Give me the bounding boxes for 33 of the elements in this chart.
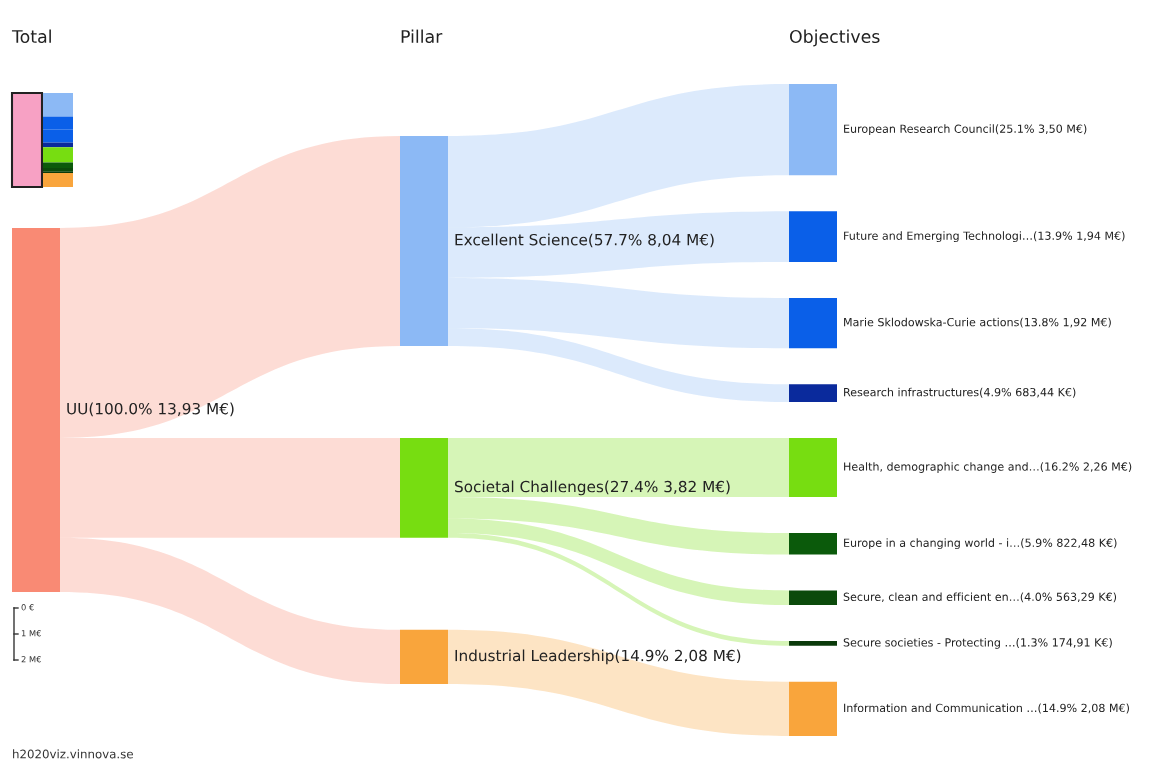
data-label: (4.9% 683,44 K€) [980, 387, 1076, 398]
data-label: (5.9% 822,48 K€) [1021, 538, 1117, 549]
text: Total [11, 29, 51, 44]
category-label: Europe in a changing world - i… [844, 538, 1019, 550]
data-label: (25.1% 3,50 M€) [995, 124, 1087, 135]
category-label: Marie Sklodowska-Curie actions [844, 317, 1019, 327]
category-label: Industrial Leadership [455, 649, 614, 665]
category-label: Health, demographic change and… [844, 462, 1039, 473]
data-label: (57.7% 8,04 M€) [589, 233, 714, 248]
data-label: (4.0% 563,29 K€) [1020, 592, 1117, 603]
category-label: UU [67, 403, 88, 415]
text: 2 M€ [21, 656, 41, 663]
category-label: Secure, clean and efficient en… [843, 592, 1019, 603]
text: h2020viz.vinnova.se [13, 749, 133, 759]
data-label: (13.9% 1,94 M€) [1033, 231, 1125, 242]
text: 0 € [21, 604, 34, 611]
category-label: Information and Communication … [844, 703, 1037, 713]
category-label: Secure societies - Protecting … [843, 638, 1015, 649]
category-label: Excellent Science [455, 233, 588, 246]
data-label: (13.8% 1,92 M€) [1020, 317, 1111, 328]
data-label: (14.9% 2,08 M€) [1038, 703, 1129, 714]
data-label: (14.9% 2,08 M€) [615, 649, 741, 664]
text: 1 M€ [21, 630, 41, 637]
text: Pillar [401, 29, 443, 44]
category-label: European Research Council [844, 124, 994, 136]
text: Objectives [789, 29, 880, 47]
category-label: Future and Emerging Technologi… [844, 231, 1032, 243]
data-label: (16.2% 2,26 M€) [1040, 462, 1132, 473]
category-label: Societal Challenges [455, 480, 604, 496]
data-label: (27.4% 3,82 M€) [605, 480, 730, 495]
data-label: (100.0% 13,93 M€) [89, 402, 234, 417]
category-label: Research infrastructures [844, 387, 979, 397]
data-label: (1.3% 174,91 K€) [1016, 638, 1112, 648]
